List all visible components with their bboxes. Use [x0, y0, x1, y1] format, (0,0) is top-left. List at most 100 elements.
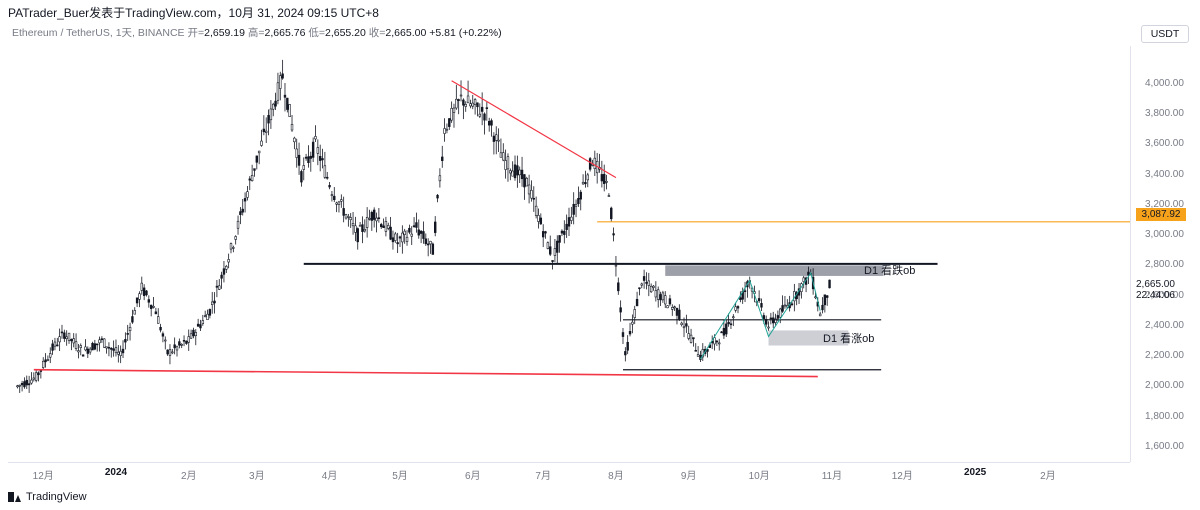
- candle-body: [431, 243, 435, 255]
- candle-body: [380, 224, 383, 228]
- candle-body: [142, 287, 146, 296]
- candle-body: [234, 236, 237, 240]
- candle-body: [502, 152, 505, 161]
- candle-body: [727, 321, 730, 325]
- candle-body: [318, 156, 322, 161]
- countdown-label: 22:44:06: [1136, 290, 1175, 301]
- candle-body: [631, 321, 634, 325]
- candle-body: [203, 315, 207, 317]
- candle-body: [323, 165, 327, 178]
- candle-body: [818, 313, 822, 317]
- candle-body: [300, 171, 303, 183]
- candle-body: [365, 216, 369, 228]
- open-value: 2,659.19: [204, 27, 245, 39]
- candle-body: [37, 372, 40, 376]
- candle-body: [157, 316, 160, 324]
- candle-body: [222, 268, 226, 275]
- time-axis[interactable]: 12月 2024 2月 3月 4月 5月 6月 7月 8月 9月 10月 11月 12月 2025 2月: [8, 462, 1130, 483]
- candle-body: [276, 82, 280, 101]
- candle-body: [628, 331, 632, 335]
- candle-body: [572, 203, 575, 215]
- candle-body: [356, 228, 359, 243]
- candle-body: [445, 128, 449, 131]
- candle-body: [734, 306, 737, 311]
- price-tick: 2,600.00: [1145, 289, 1184, 301]
- candle-body: [776, 315, 780, 319]
- candle-body: [119, 350, 122, 356]
- candle-body: [220, 274, 223, 279]
- candle-body: [626, 341, 629, 351]
- candle-body: [49, 353, 52, 358]
- ob-zone: [768, 330, 849, 346]
- candle-body: [426, 243, 430, 246]
- candle-body: [462, 99, 465, 106]
- candle-body: [417, 229, 420, 236]
- candle-body: [509, 170, 512, 174]
- candle-body: [652, 285, 655, 288]
- candle-body: [39, 370, 43, 372]
- candle-body: [527, 184, 531, 195]
- candle-body: [337, 201, 341, 205]
- candle-body: [612, 233, 615, 236]
- ohlc-legend: Ethereum / TetherUS, 1天, BINANCE 开=2,659…: [12, 25, 502, 40]
- candle-body: [81, 354, 85, 357]
- candle-body: [532, 197, 535, 200]
- candle-body: [316, 147, 320, 154]
- candle-body: [757, 298, 761, 302]
- candle-body: [614, 264, 618, 267]
- change-value: +5.81 (+0.22%): [429, 27, 502, 39]
- candle-body: [189, 333, 193, 339]
- close-label: 收=: [368, 27, 386, 39]
- tradingview-brand[interactable]: TradingView: [8, 490, 87, 504]
- candle-body: [720, 331, 723, 334]
- currency-button[interactable]: USDT: [1141, 25, 1189, 43]
- chart-plot-area[interactable]: D1 看跌ob D1 看涨ob: [8, 46, 1131, 462]
- candle-body: [213, 300, 216, 304]
- candle-body: [58, 336, 61, 343]
- high-label: 高=: [247, 27, 265, 39]
- candle-body: [16, 385, 19, 388]
- candle-body: [600, 174, 604, 182]
- candle-body: [593, 157, 597, 170]
- candle-body: [823, 294, 827, 306]
- candle-body: [635, 298, 639, 307]
- candle-body: [779, 308, 782, 318]
- candle-body: [781, 305, 784, 312]
- candle-body: [687, 333, 690, 339]
- candle-body: [633, 309, 636, 318]
- candle-body: [603, 173, 606, 184]
- candle-body: [647, 280, 651, 286]
- candle-body: [44, 359, 47, 363]
- candle-body: [551, 260, 554, 262]
- candle-body: [91, 342, 94, 351]
- candle-body: [539, 217, 543, 225]
- candle-body: [391, 237, 395, 243]
- candle-body: [138, 293, 141, 300]
- candle-body: [434, 221, 437, 233]
- candle-body: [211, 301, 214, 305]
- candle-body: [389, 226, 392, 240]
- candle-body: [408, 227, 411, 233]
- candle-body: [457, 99, 460, 101]
- date-tick: 2月: [180, 471, 197, 482]
- price-tick: 2,200.00: [1145, 350, 1184, 362]
- price-axis[interactable]: 4,000.00 3,800.00 3,600.00 3,400.00 3,200.00…: [1131, 46, 1200, 462]
- price-tick: 2,000.00: [1145, 380, 1184, 392]
- candle-body: [577, 198, 580, 205]
- symbol-label[interactable]: Ethereum / TetherUS, 1天, BINANCE: [12, 27, 185, 39]
- date-tick: 2025: [963, 467, 987, 478]
- candle-body: [257, 150, 261, 154]
- candle-body: [128, 326, 132, 332]
- date-tick: 7月: [535, 471, 551, 482]
- price-chart[interactable]: [8, 46, 1130, 462]
- candle-body: [638, 287, 641, 290]
- zigzag-pattern: [700, 271, 821, 360]
- candle-body: [140, 282, 143, 291]
- candle-body: [321, 158, 324, 161]
- candle-body: [401, 232, 404, 243]
- candle-body: [492, 135, 496, 142]
- candle-body: [351, 223, 355, 227]
- candle-body: [692, 337, 695, 340]
- candle-body: [469, 103, 472, 107]
- candle-body: [199, 324, 202, 329]
